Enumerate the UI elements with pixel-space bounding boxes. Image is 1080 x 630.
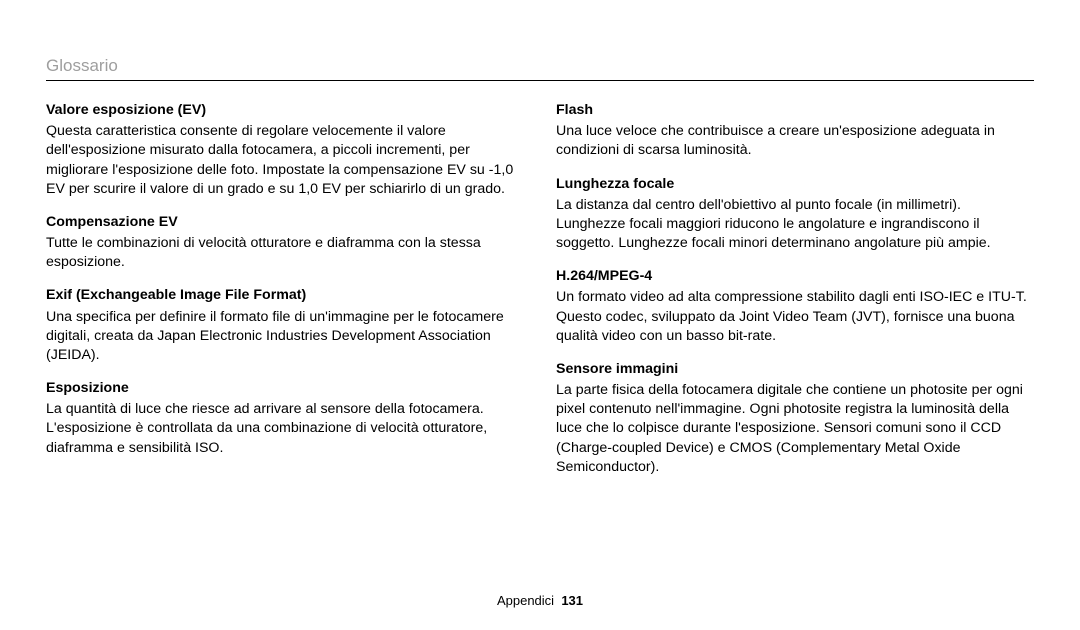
term-exif: Exif (Exchangeable Image File Format) <box>46 286 524 305</box>
page: Glossario Valore esposizione (EV) Questa… <box>0 0 1080 630</box>
def-flash: Una luce veloce che contribuisce a crear… <box>556 122 1034 160</box>
page-header-title: Glossario <box>46 56 1034 76</box>
def-image-sensor: La parte fisica della fotocamera digital… <box>556 381 1034 477</box>
term-ev-value: Valore esposizione (EV) <box>46 101 524 120</box>
term-focal-length: Lunghezza focale <box>556 175 1034 194</box>
def-exif: Una specifica per definire il formato fi… <box>46 308 524 366</box>
footer-section: Appendici <box>497 593 554 608</box>
column-right: Flash Una luce veloce che contribuisce a… <box>556 93 1034 487</box>
page-footer: Appendici 131 <box>0 593 1080 608</box>
term-flash: Flash <box>556 101 1034 120</box>
def-ev-value: Questa caratteristica consente di regola… <box>46 122 524 199</box>
def-h264: Un formato video ad alta compressione st… <box>556 288 1034 346</box>
term-ev-comp: Compensazione EV <box>46 213 524 232</box>
def-ev-comp: Tutte le combinazioni di velocità ottura… <box>46 234 524 272</box>
term-image-sensor: Sensore immagini <box>556 360 1034 379</box>
def-exposure: La quantità di luce che riesce ad arriva… <box>46 400 524 458</box>
footer-page-number: 131 <box>561 593 583 608</box>
columns: Valore esposizione (EV) Questa caratteri… <box>46 93 1034 487</box>
header-divider <box>46 80 1034 81</box>
column-left: Valore esposizione (EV) Questa caratteri… <box>46 93 524 487</box>
def-focal-length: La distanza dal centro dell'obiettivo al… <box>556 196 1034 254</box>
term-h264: H.264/MPEG-4 <box>556 267 1034 286</box>
term-exposure: Esposizione <box>46 379 524 398</box>
